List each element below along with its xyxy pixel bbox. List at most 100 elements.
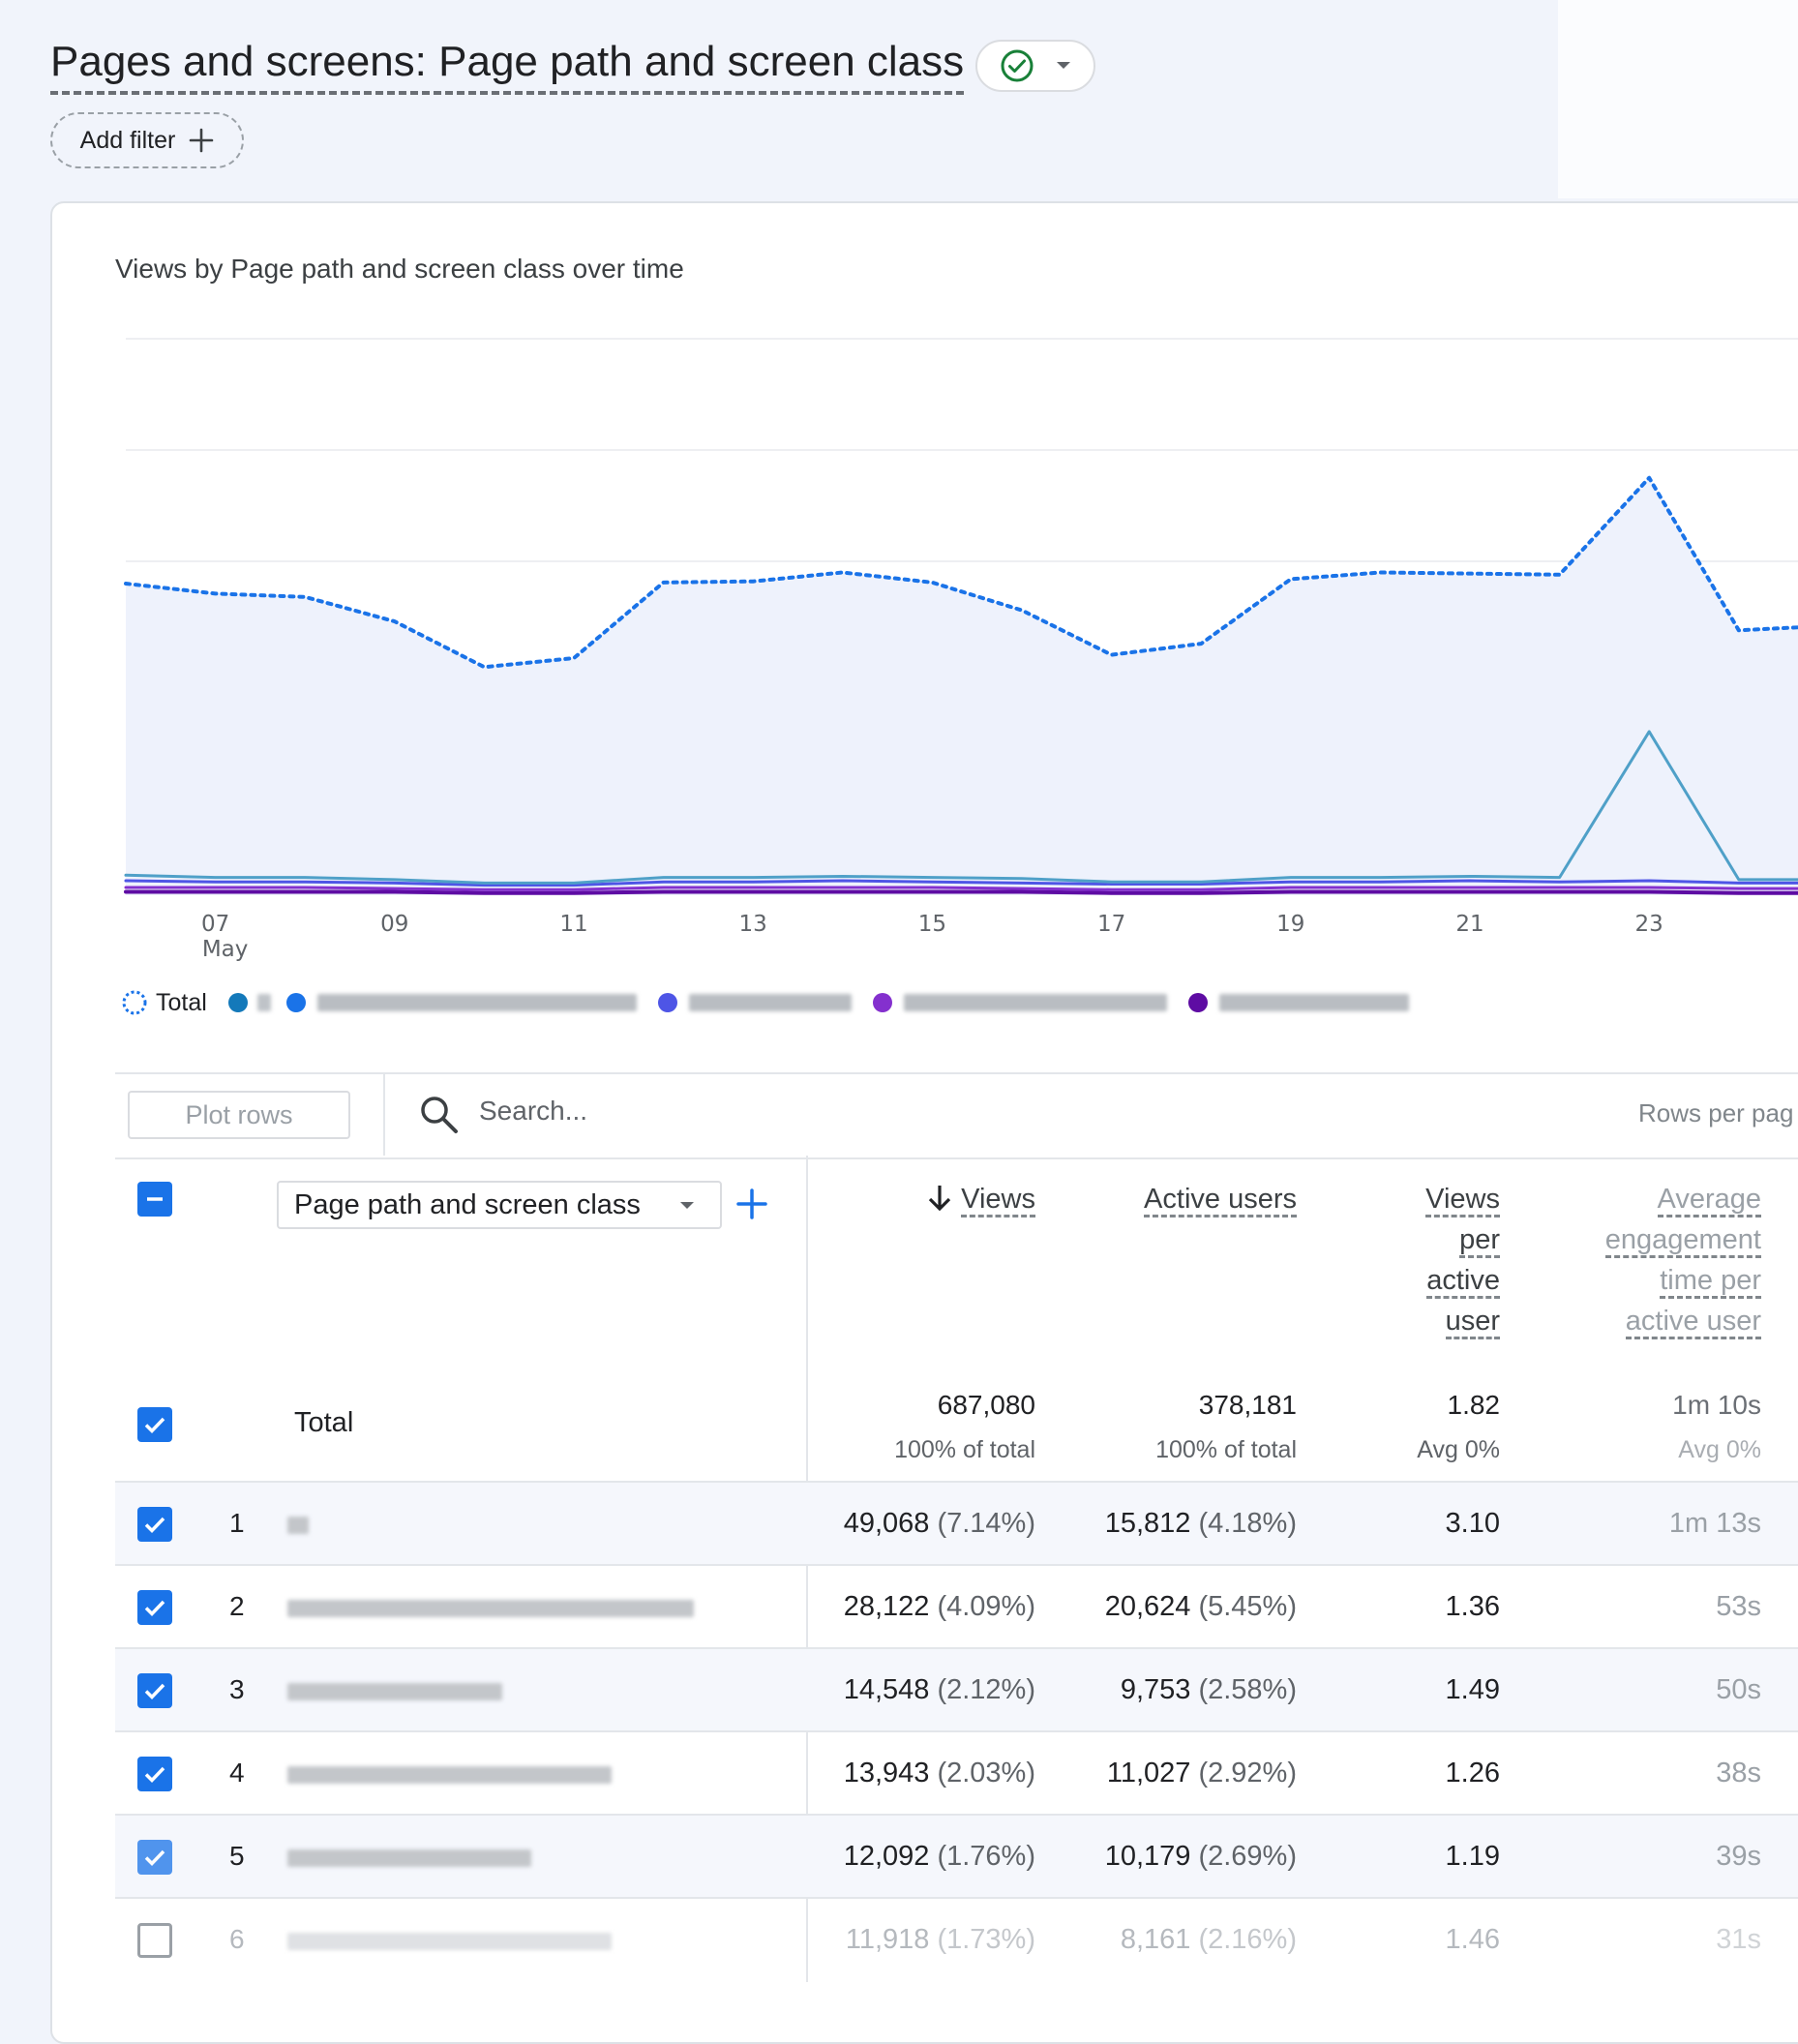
total-row-label: Total	[294, 1407, 354, 1438]
row-page-path-redacted[interactable]	[287, 1766, 612, 1784]
legend-series-5-dot[interactable]	[1187, 993, 1208, 1012]
search-icon[interactable]	[418, 1094, 461, 1136]
total-row-checkbox[interactable]	[137, 1407, 172, 1442]
column-header-views[interactable]: Views	[871, 1179, 1035, 1219]
avg-engagement-header-line: Average	[1657, 1184, 1761, 1217]
checkmark-icon	[144, 1600, 165, 1617]
legend-series-3-dot[interactable]	[657, 993, 677, 1012]
legend-series-1-label-redacted	[256, 994, 271, 1011]
dimension-metric-divider	[806, 1156, 808, 1982]
search-input[interactable]: Search...	[479, 1096, 588, 1126]
chart-series	[124, 475, 1798, 895]
check-circle-icon	[1001, 49, 1034, 82]
x-tick-month-label: May	[202, 937, 249, 962]
row-checkbox[interactable]	[137, 1590, 172, 1625]
x-tick-label: 07	[201, 912, 229, 937]
add-dimension-icon[interactable]	[734, 1187, 769, 1221]
checkmark-icon	[144, 1683, 165, 1700]
table-row[interactable]: 6 11,918 (1.73%) 8,161 (2.16%) 1.46 31s	[115, 1897, 1798, 1982]
series-1-line	[124, 730, 1798, 885]
row-views-per-user: 1.36	[1445, 1591, 1500, 1622]
column-header-avg-engagement-time[interactable]: Average engagement time per active user	[1539, 1179, 1761, 1341]
dimension-select[interactable]: Page path and screen class	[277, 1181, 722, 1229]
row-active-users: 15,812 (4.18%)	[1104, 1508, 1297, 1539]
header-background-fade	[1558, 0, 1798, 198]
plot-rows-button[interactable]: Plot rows	[128, 1091, 350, 1139]
toolbar-divider	[383, 1074, 385, 1156]
column-header-views-label: Views	[961, 1184, 1035, 1217]
legend-series-1-dot[interactable]	[227, 993, 248, 1012]
total-views-per-user: 1.82	[1447, 1390, 1501, 1420]
row-page-path-redacted[interactable]	[287, 1600, 694, 1617]
row-number: 1	[229, 1508, 245, 1538]
row-active-users: 8,161 (2.16%)	[1120, 1924, 1297, 1955]
select-all-checkbox[interactable]	[137, 1182, 172, 1217]
row-checkbox[interactable]	[137, 1673, 172, 1708]
report-card	[50, 201, 1798, 2044]
total-legend-icon	[122, 990, 147, 1015]
arrow-down-icon	[929, 1186, 951, 1212]
page-title[interactable]: Pages and screens: Page path and screen …	[50, 37, 965, 95]
total-active-users: 378,181	[1198, 1390, 1297, 1420]
table-row[interactable]: 4 13,943 (2.03%) 11,027 (2.92%) 1.26 38s	[115, 1730, 1798, 1816]
row-page-path-redacted[interactable]	[287, 1517, 309, 1534]
row-views-per-user: 1.49	[1445, 1674, 1500, 1705]
legend-series-3-label-redacted	[688, 994, 852, 1011]
x-tick-label: 23	[1635, 912, 1663, 937]
row-page-path-redacted[interactable]	[287, 1683, 502, 1700]
row-checkbox[interactable]	[137, 1923, 172, 1958]
x-tick-label: 09	[380, 912, 408, 937]
column-header-active-users[interactable]: Active users	[1064, 1179, 1297, 1219]
row-active-users: 9,753 (2.58%)	[1120, 1674, 1297, 1705]
row-number: 3	[229, 1674, 245, 1704]
table-row[interactable]: 2 28,122 (4.09%) 20,624 (5.45%) 1.36 53s	[115, 1564, 1798, 1649]
add-filter-label: Add filter	[79, 126, 176, 154]
table-row[interactable]: 1 49,068 (7.14%) 15,812 (4.18%) 3.10 1m 13s	[115, 1481, 1798, 1566]
x-tick-label: 19	[1276, 912, 1304, 937]
row-checkbox[interactable]	[137, 1840, 172, 1875]
legend-total-label: Total	[156, 988, 207, 1016]
row-avg-time: 50s	[1716, 1674, 1761, 1705]
row-active-users: 10,179 (2.69%)	[1104, 1841, 1297, 1872]
row-views-per-user: 3.10	[1445, 1508, 1500, 1539]
legend-series-5-label-redacted	[1218, 994, 1409, 1011]
row-avg-time: 1m 13s	[1668, 1508, 1761, 1539]
row-page-path-redacted[interactable]	[287, 1933, 612, 1950]
table-row[interactable]: 5 12,092 (1.76%) 10,179 (2.69%) 1.19 39s	[115, 1814, 1798, 1899]
row-page-path-redacted[interactable]	[287, 1849, 531, 1867]
row-number: 2	[229, 1591, 245, 1621]
row-number: 5	[229, 1841, 245, 1871]
column-header-views-per-active-user[interactable]: Views per active user	[1355, 1179, 1500, 1341]
series-total-line	[124, 475, 1798, 670]
legend-series-4-dot[interactable]	[872, 993, 892, 1012]
row-views: 49,068 (7.14%)	[843, 1508, 1035, 1539]
views-per-user-header-line: user	[1445, 1306, 1500, 1339]
add-filter-button[interactable]: Add filter	[50, 112, 244, 168]
total-views-per-user-sub: Avg 0%	[1417, 1436, 1500, 1463]
row-views: 11,918 (1.73%)	[845, 1924, 1035, 1955]
legend-series-2-dot[interactable]	[285, 993, 306, 1012]
caret-down-icon	[1057, 62, 1071, 69]
row-checkbox[interactable]	[137, 1757, 172, 1791]
active-users-header-line: Active users	[1144, 1184, 1297, 1217]
row-views-per-user: 1.19	[1445, 1841, 1500, 1872]
table-row[interactable]: 3 14,548 (2.12%) 9,753 (2.58%) 1.49 50s	[115, 1647, 1798, 1732]
chevron-down-icon	[680, 1202, 694, 1209]
chart-legend: Total	[121, 985, 1409, 1020]
views-per-user-header-line: Views	[1425, 1184, 1500, 1217]
x-tick-label: 17	[1097, 912, 1125, 937]
avg-engagement-header-line: active user	[1625, 1306, 1761, 1339]
views-per-user-header-line: per	[1459, 1224, 1500, 1258]
legend-series-2-label-redacted	[316, 994, 637, 1011]
plus-icon	[190, 128, 214, 153]
total-avg-time: 1m 10s	[1672, 1390, 1761, 1420]
row-views-per-user: 1.46	[1445, 1924, 1500, 1955]
row-views: 13,943 (2.03%)	[843, 1758, 1035, 1788]
row-active-users: 11,027 (2.92%)	[1106, 1758, 1297, 1788]
avg-engagement-header-line: engagement	[1604, 1224, 1761, 1258]
avg-engagement-header-line: time per	[1660, 1265, 1761, 1299]
report-status-chip[interactable]	[975, 40, 1096, 92]
row-checkbox[interactable]	[137, 1507, 172, 1542]
total-views-sub: 100% of total	[894, 1436, 1035, 1463]
